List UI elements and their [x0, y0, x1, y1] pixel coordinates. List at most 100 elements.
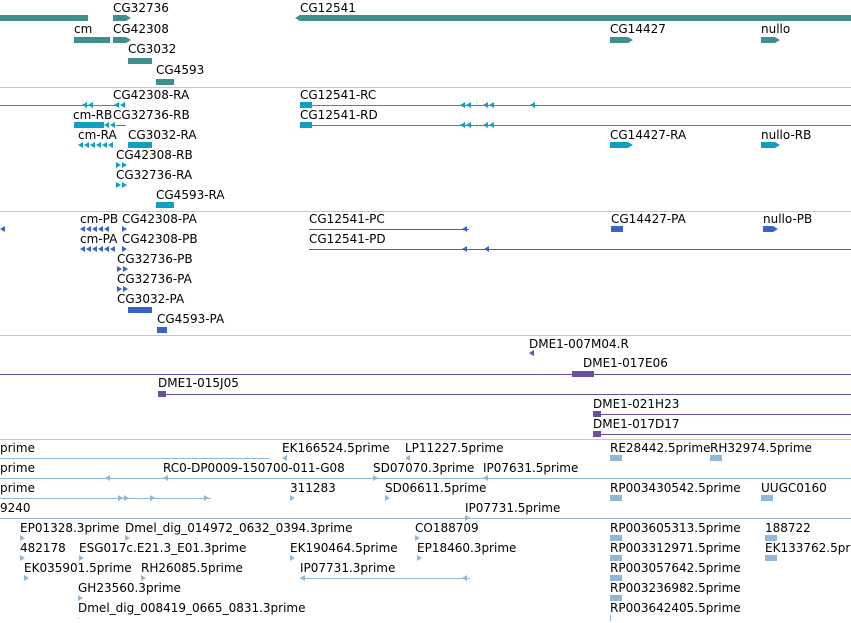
feature-label[interactable]: CG14427-PA — [611, 212, 686, 226]
feature-label[interactable]: cm — [74, 22, 93, 36]
feature-label[interactable]: SD06611.5prime — [385, 481, 487, 495]
feature-exon-block[interactable] — [610, 142, 628, 148]
feature-label[interactable]: prime — [0, 481, 35, 495]
feature-label[interactable]: RP003605313.5prime — [610, 521, 741, 535]
feature-label[interactable]: DME1-017D17 — [593, 417, 680, 431]
feature-label[interactable]: RC0-DP0009-150700-011-G08 — [163, 461, 345, 475]
feature-exon-block[interactable] — [610, 535, 622, 541]
feature-label[interactable]: EK133762.5prime — [765, 541, 851, 555]
feature-label[interactable]: RH32974.5prime — [710, 441, 812, 455]
feature-label[interactable]: 188722 — [765, 521, 811, 535]
feature-exon-block[interactable] — [128, 307, 152, 313]
feature-label[interactable]: CG12541 — [300, 1, 356, 15]
feature-label[interactable]: CG3032 — [128, 42, 177, 56]
feature-label[interactable]: RP003430542.5prime — [610, 481, 741, 495]
feature-exon-block[interactable] — [156, 79, 174, 85]
feature-intron-line[interactable] — [593, 434, 851, 435]
feature-exon-block[interactable] — [765, 555, 777, 561]
feature-label[interactable]: SD07070.3prime — [373, 461, 475, 475]
feature-label[interactable]: CG3032-RA — [128, 128, 197, 142]
feature-intron-line[interactable] — [0, 518, 851, 519]
feature-exon-block[interactable] — [74, 37, 110, 43]
feature-exon-block[interactable] — [158, 391, 166, 397]
feature-exon-block[interactable] — [610, 575, 622, 581]
feature-label[interactable]: cm-RA — [78, 128, 117, 142]
feature-label[interactable]: CG32736 — [113, 1, 169, 15]
feature-label[interactable]: CG12541-PD — [309, 232, 386, 246]
feature-label[interactable]: CG4593-PA — [157, 312, 225, 326]
feature-label[interactable]: 9240 — [0, 501, 31, 515]
feature-label[interactable]: IP07631.5prime — [483, 461, 579, 475]
feature-label[interactable]: CG42308 — [113, 22, 169, 36]
feature-label[interactable]: cm-RB — [73, 108, 113, 122]
feature-label[interactable]: IP07731.3prime — [300, 561, 396, 575]
feature-intron-line[interactable] — [593, 414, 851, 415]
feature-label[interactable]: EK190464.5prime — [290, 541, 398, 555]
feature-label[interactable]: cm-PB — [80, 212, 119, 226]
feature-label[interactable]: CG42308-RA — [113, 88, 190, 102]
feature-label[interactable]: CG4593 — [156, 63, 205, 77]
feature-label[interactable]: CG42308-RB — [116, 148, 193, 162]
feature-exon-block[interactable] — [761, 495, 773, 501]
feature-label[interactable]: RP003642405.5prime — [610, 601, 741, 615]
feature-label[interactable]: nullo-PB — [763, 212, 813, 226]
feature-label[interactable]: LP11227.5prime — [405, 441, 504, 455]
feature-intron-line[interactable] — [0, 498, 211, 499]
feature-exon-block[interactable] — [113, 15, 126, 21]
feature-label[interactable]: CG14427-RA — [610, 128, 687, 142]
feature-label[interactable]: IP07731.5prime — [465, 501, 561, 515]
feature-label[interactable]: CG32736-RB — [113, 108, 190, 122]
feature-exon-block[interactable] — [157, 327, 167, 333]
feature-label[interactable]: UUGC0160 — [761, 481, 827, 495]
feature-label[interactable]: ESG017c.E21.3_E01.3prime — [79, 541, 247, 555]
feature-label[interactable]: RP003312971.5prime — [610, 541, 741, 555]
feature-label[interactable]: nullo-RB — [761, 128, 812, 142]
feature-exon-block[interactable] — [0, 15, 88, 21]
feature-intron-line[interactable] — [78, 618, 79, 619]
feature-label[interactable]: CG12541-RD — [300, 108, 378, 122]
feature-intron-line[interactable] — [309, 229, 469, 230]
feature-exon-block[interactable] — [74, 122, 104, 128]
feature-intron-line[interactable] — [0, 458, 270, 459]
feature-intron-line[interactable] — [158, 394, 851, 395]
feature-label[interactable]: DME1-007M04.R — [529, 337, 629, 351]
feature-exon-block[interactable] — [761, 142, 775, 148]
feature-exon-block[interactable] — [763, 226, 773, 232]
feature-label[interactable]: CG32736-RA — [116, 168, 193, 182]
feature-label[interactable]: CO188709 — [415, 521, 479, 535]
feature-label[interactable]: CG12541-RC — [300, 88, 377, 102]
feature-exon-block[interactable] — [765, 535, 777, 541]
feature-exon-block[interactable] — [593, 431, 601, 437]
feature-exon-block[interactable] — [572, 371, 594, 377]
feature-exon-block[interactable] — [610, 455, 622, 461]
feature-exon-block[interactable] — [610, 495, 622, 501]
feature-exon-block[interactable] — [156, 202, 174, 208]
feature-label[interactable]: 311283 — [290, 481, 336, 495]
feature-label[interactable]: CG4593-RA — [156, 188, 225, 202]
feature-label[interactable]: prime — [0, 441, 35, 455]
feature-intron-line[interactable] — [0, 374, 851, 375]
feature-label[interactable]: Dmel_dig_014972_0632_0394.3prime — [125, 521, 353, 535]
feature-label[interactable]: RH26085.5prime — [141, 561, 243, 575]
feature-exon-block[interactable] — [610, 595, 622, 601]
feature-intron-line[interactable] — [300, 125, 851, 126]
feature-label[interactable]: CG12541-PC — [309, 212, 385, 226]
feature-label[interactable]: EK166524.5prime — [282, 441, 390, 455]
feature-exon-block[interactable] — [593, 411, 601, 417]
feature-exon-block[interactable] — [300, 102, 312, 108]
feature-label[interactable]: RP003236982.5prime — [610, 581, 741, 595]
feature-label[interactable]: EP18460.3prime — [417, 541, 517, 555]
feature-label[interactable]: Dmel_dig_008419_0665_0831.3prime — [78, 601, 306, 615]
feature-intron-line[interactable] — [116, 125, 126, 126]
feature-label[interactable]: CG3032-PA — [117, 292, 185, 306]
feature-label[interactable]: DME1-017E06 — [583, 356, 668, 370]
feature-exon-block[interactable] — [128, 58, 152, 64]
feature-intron-line[interactable] — [309, 249, 851, 250]
feature-exon-block[interactable] — [761, 37, 775, 43]
feature-exon-block[interactable] — [300, 15, 851, 21]
feature-exon-block[interactable] — [113, 37, 126, 43]
feature-exon-block[interactable] — [610, 555, 622, 561]
feature-label[interactable]: RE28442.5prime — [610, 441, 711, 455]
feature-label[interactable]: RP003057642.5prime — [610, 561, 741, 575]
feature-label[interactable]: cm-PA — [80, 232, 118, 246]
